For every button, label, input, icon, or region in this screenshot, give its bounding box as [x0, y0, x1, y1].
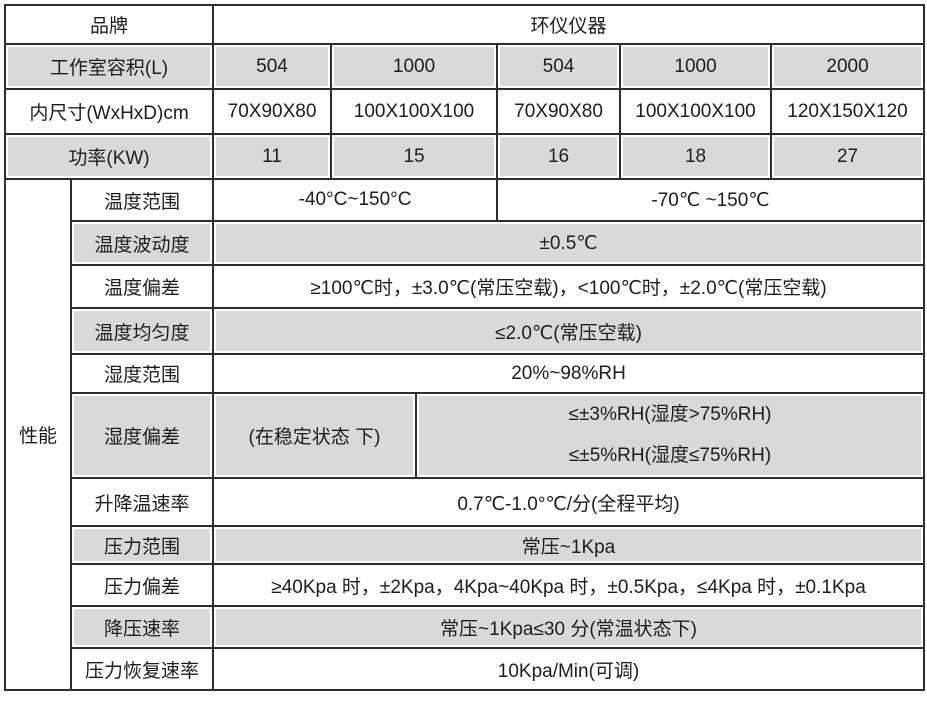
temp-deviation-value: ≥100℃时，±3.0℃(常压空载)，<100℃时，±2.0℃(常压空载): [212, 264, 926, 309]
power-value-3: 16: [496, 133, 622, 180]
humidity-range-label: 湿度范围: [69, 353, 215, 394]
power-value-4: 18: [619, 133, 773, 180]
table-row: 压力范围 常压~1Kpa: [5, 525, 926, 565]
power-label: 功率(KW): [3, 133, 215, 180]
table-row: 压力恢复速率 10Kpa/Min(可调): [5, 647, 926, 691]
temp-fluctuation-value: ±0.5℃: [212, 220, 926, 266]
humidity-deviation-condition: (在稳定状态 下): [212, 392, 418, 479]
pressure-recovery-rate-label: 压力恢复速率: [69, 647, 215, 691]
table-row: 压力偏差 ≥40Kpa 时，±2Kpa，4Kpa~40Kpa 时，±0.5Kpa…: [5, 563, 926, 607]
power-value-1: 11: [212, 133, 333, 180]
table-row: 温度偏差 ≥100℃时，±3.0℃(常压空载)，<100℃时，±2.0℃(常压空…: [5, 264, 926, 309]
volume-label: 工作室容积(L): [3, 43, 215, 90]
pressure-deviation-label: 压力偏差: [69, 563, 215, 607]
inner-size-value-4: 100X100X100: [619, 88, 773, 135]
table-row: 品牌 环仪仪器: [3, 4, 926, 45]
humidity-deviation-value: ≤±3%RH(湿度>75%RH) ≤±5%RH(湿度≤75%RH): [415, 392, 926, 479]
table-row: 温度均匀度 ≤2.0℃(常压空载): [5, 307, 926, 355]
volume-value-5: 2000: [770, 43, 926, 90]
ramp-rate-value: 0.7℃-1.0°℃/分(全程平均): [212, 477, 926, 527]
table-row: 内尺寸(WxHxD)cm 70X90X80 100X100X100 70X90X…: [3, 88, 926, 135]
power-value-5: 27: [770, 133, 926, 180]
volume-value-1: 504: [212, 43, 333, 90]
power-value-2: 15: [330, 133, 499, 180]
temp-uniformity-value: ≤2.0℃(常压空载): [212, 307, 926, 355]
volume-value-2: 1000: [330, 43, 499, 90]
table-row: 湿度偏差 (在稳定状态 下) ≤±3%RH(湿度>75%RH) ≤±5%RH(湿…: [5, 392, 926, 479]
inner-size-value-2: 100X100X100: [330, 88, 499, 135]
temp-range-label: 温度范围: [69, 178, 215, 222]
table-row: 湿度范围 20%~98%RH: [5, 353, 926, 394]
brand-value: 环仪仪器: [212, 4, 926, 45]
temp-fluctuation-label: 温度波动度: [69, 220, 215, 266]
brand-label: 品牌: [3, 4, 215, 45]
inner-size-label: 内尺寸(WxHxD)cm: [3, 88, 215, 135]
table-row: 温度波动度 ±0.5℃: [5, 220, 926, 266]
temp-range-value-left: -40°C~150°C: [212, 178, 499, 222]
volume-value-3: 504: [496, 43, 622, 90]
performance-section-label: 性能: [4, 178, 72, 691]
ramp-rate-label: 升降温速率: [69, 477, 215, 527]
pressure-range-label: 压力范围: [69, 525, 215, 565]
pressure-recovery-rate-value: 10Kpa/Min(可调): [212, 647, 926, 691]
humidity-deviation-label: 湿度偏差: [69, 392, 215, 479]
volume-value-4: 1000: [619, 43, 773, 90]
humidity-deviation-line2: ≤±5%RH(湿度≤75%RH): [568, 444, 772, 466]
inner-size-value-5: 120X150X120: [770, 88, 926, 135]
pressure-deviation-value: ≥40Kpa 时，±2Kpa，4Kpa~40Kpa 时，±0.5Kpa，≤4Kp…: [212, 563, 926, 607]
temp-range-value-right: -70℃ ~150℃: [496, 178, 926, 222]
temp-uniformity-label: 温度均匀度: [69, 307, 215, 355]
inner-size-value-1: 70X90X80: [212, 88, 333, 135]
table-row: 功率(KW) 11 15 16 18 27: [3, 133, 926, 180]
humidity-range-value: 20%~98%RH: [212, 353, 926, 394]
depressurization-rate-label: 降压速率: [69, 605, 215, 649]
table-row: 工作室容积(L) 504 1000 504 1000 2000: [3, 43, 926, 90]
equipment-spec-table: 品牌 环仪仪器 工作室容积(L) 504 1000 504 1000 2000 …: [3, 4, 926, 691]
table-row: 升降温速率 0.7℃-1.0°℃/分(全程平均): [5, 477, 926, 527]
table-row: 降压速率 常压~1Kpa≤30 分(常温状态下): [5, 605, 926, 649]
temp-deviation-label: 温度偏差: [69, 264, 215, 309]
depressurization-rate-value: 常压~1Kpa≤30 分(常温状态下): [212, 605, 926, 649]
humidity-deviation-line1: ≤±3%RH(湿度>75%RH): [568, 404, 772, 426]
table-row: 性能 温度范围 -40°C~150°C -70℃ ~150℃: [4, 178, 926, 691]
inner-size-value-3: 70X90X80: [496, 88, 622, 135]
pressure-range-value: 常压~1Kpa: [212, 525, 926, 565]
